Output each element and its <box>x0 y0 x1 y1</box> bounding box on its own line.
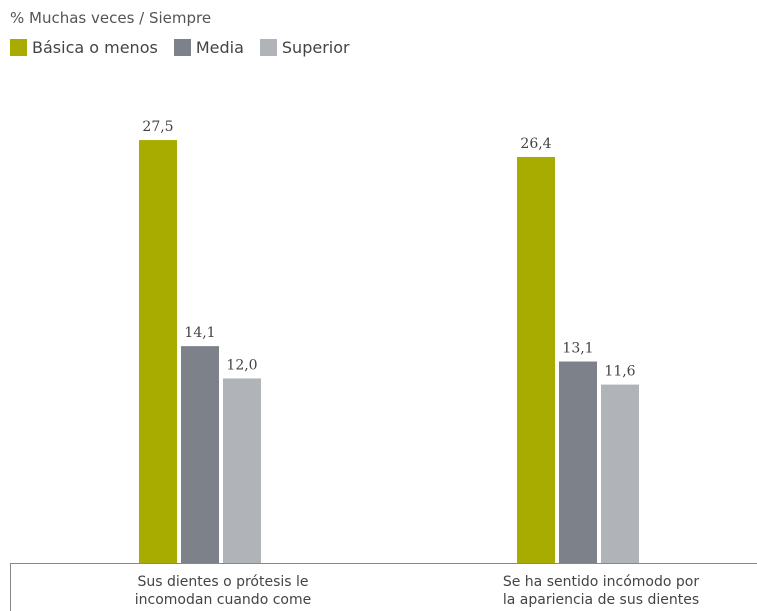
chart-subtitle: % Muchas veces / Siempre <box>10 9 212 27</box>
bar-superior-1 <box>223 378 261 563</box>
category-label-1-line-1: Sus dientes o prótesis le <box>137 574 308 590</box>
category-label-2-line-2: la apariencia de sus dientes <box>503 592 699 608</box>
legend-item-superior: Superior <box>259 38 350 57</box>
bar-media-1 <box>181 346 219 563</box>
data-label-superior-1: 12,0 <box>226 357 257 373</box>
category-label-2-line-1: Se ha sentido incómodo por <box>503 574 699 590</box>
bar-basica-2 <box>517 156 555 563</box>
legend-swatch-media <box>173 39 191 56</box>
legend-label-media: Media <box>195 38 244 57</box>
data-label-basica-1: 27,5 <box>142 119 173 135</box>
category-label-1-line-2: incomodan cuando come <box>135 592 311 608</box>
legend-label-superior: Superior <box>281 38 350 57</box>
bar-basica-1 <box>139 140 177 564</box>
bar-media-2 <box>559 361 597 563</box>
legend-label-basica: Básica o menos <box>32 38 158 57</box>
legend-swatch-basica <box>10 39 27 56</box>
bar-superior-2 <box>601 384 639 563</box>
data-label-media-1: 14,1 <box>184 325 215 341</box>
legend-swatch-superior <box>259 39 277 56</box>
legend-item-basica: Básica o menos <box>10 38 158 57</box>
data-label-basica-2: 26,4 <box>520 136 551 152</box>
legend: Básica o menos Media Superior <box>10 38 366 57</box>
legend-item-media: Media <box>173 38 244 57</box>
data-label-media-2: 13,1 <box>562 341 593 357</box>
data-label-superior-2: 11,6 <box>604 364 635 380</box>
